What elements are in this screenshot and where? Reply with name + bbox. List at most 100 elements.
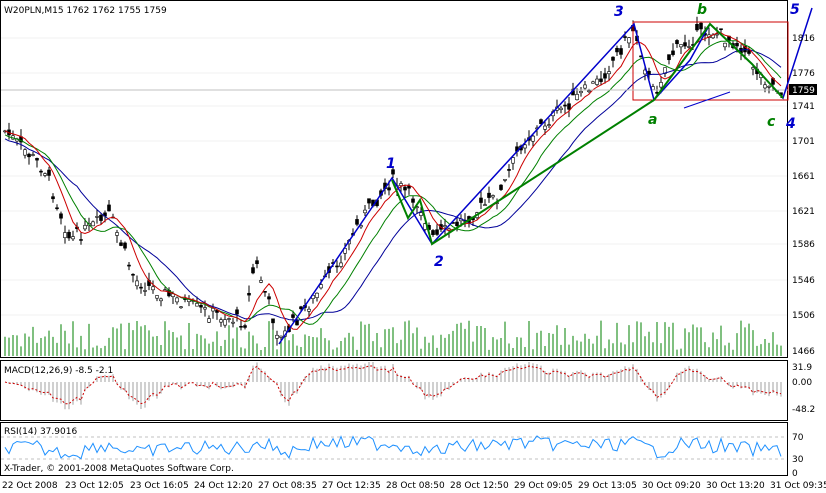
candle-body — [595, 78, 599, 85]
y-tick: 1466 — [792, 347, 815, 357]
main-y-axis: 1816 1776 1741 1701 1661 1621 1586 1546 … — [792, 34, 815, 357]
candle-body — [307, 308, 311, 312]
candle-body — [491, 195, 495, 198]
candle-body — [443, 225, 447, 228]
volume-bars — [4, 320, 782, 356]
price-grid — [1, 37, 787, 316]
candle-body — [39, 170, 43, 173]
candle-body — [223, 319, 227, 326]
candle-body — [675, 40, 679, 45]
candle-body — [723, 42, 727, 48]
candle-body — [531, 135, 535, 142]
macd-panel — [0, 360, 788, 421]
candle-body — [27, 153, 31, 158]
wave-label-c: c — [767, 114, 776, 130]
candle-body — [135, 280, 139, 287]
rsi-panel — [0, 422, 788, 476]
candle-body — [699, 22, 703, 30]
candle-body — [267, 296, 271, 300]
candle-body — [763, 84, 767, 89]
macd-tick: 31.9 — [792, 363, 812, 373]
candle-body — [603, 73, 607, 79]
corrective-wave[interactable] — [391, 22, 784, 246]
candle-body — [563, 104, 567, 107]
candle-body — [543, 125, 547, 130]
candle-body — [623, 36, 627, 38]
candle-body — [399, 183, 403, 186]
wave-label-1: 1 — [386, 156, 396, 172]
wave-label-5: 5 — [790, 2, 800, 18]
candle-body — [295, 319, 299, 326]
wave-label-b: b — [697, 2, 707, 18]
rsi-tick: 70 — [792, 433, 804, 443]
candle-body — [607, 71, 611, 75]
candle-body — [499, 184, 503, 190]
candle-body — [79, 239, 83, 241]
candle-body — [511, 157, 515, 164]
y-tick: 1586 — [792, 240, 815, 250]
candle-body — [291, 314, 295, 318]
candle-body — [431, 230, 435, 235]
candle-body — [55, 207, 59, 210]
candle-body — [391, 169, 395, 175]
candle-body — [155, 295, 159, 299]
candle-body — [131, 273, 135, 276]
candle-body — [259, 280, 263, 283]
candle-body — [587, 90, 591, 93]
rsi-header: RSI(14) 37.9016 — [4, 427, 77, 437]
x-tick: 23 Oct 16:05 — [130, 481, 189, 491]
y-tick: 1741 — [792, 102, 815, 112]
candle-body — [479, 197, 483, 203]
y-tick: 1661 — [792, 172, 815, 182]
ma-fast-line — [4, 32, 782, 330]
candle-body — [363, 209, 367, 214]
candle-body — [107, 204, 111, 212]
candle-body — [575, 94, 579, 101]
candle-body — [579, 91, 583, 94]
candle-body — [231, 321, 235, 324]
candle-body — [343, 248, 347, 254]
candle-body — [407, 185, 411, 189]
candle-body — [667, 54, 671, 61]
candle-body — [255, 260, 259, 265]
candle-body — [31, 154, 35, 156]
candle-body — [435, 229, 439, 235]
candle-body — [547, 124, 551, 126]
wave-label-3: 3 — [614, 4, 624, 20]
y-tick: 1816 — [792, 34, 815, 44]
candle-body — [35, 158, 39, 161]
candle-body — [419, 212, 423, 216]
candle-body — [339, 262, 343, 267]
candle-body — [455, 221, 459, 227]
y-tick: 1506 — [792, 311, 815, 321]
candle-body — [735, 42, 739, 47]
candle-body — [203, 307, 207, 310]
candle-body — [63, 232, 67, 238]
candle-body — [715, 33, 719, 36]
candle-body — [247, 292, 251, 296]
x-tick: 24 Oct 12:20 — [194, 481, 253, 491]
x-tick: 27 Oct 12:35 — [322, 481, 381, 491]
y-tick: 1546 — [792, 276, 815, 286]
y-tick: 1701 — [792, 137, 815, 147]
candle-body — [243, 325, 247, 328]
y-tick: 1621 — [792, 207, 815, 217]
candle-body — [175, 297, 179, 303]
candle-body — [315, 292, 319, 298]
correction-box[interactable] — [632, 21, 789, 101]
candle-body — [483, 204, 487, 206]
candle-body — [507, 169, 511, 171]
candle-body — [159, 298, 163, 302]
candle-body — [751, 67, 755, 70]
candle-body — [47, 169, 51, 176]
candle-body — [299, 306, 303, 310]
candle-body — [163, 289, 167, 291]
candle-body — [687, 46, 691, 48]
channel-line[interactable] — [683, 91, 731, 109]
candle-body — [235, 309, 239, 315]
x-tick: 27 Oct 08:35 — [258, 481, 317, 491]
candle-body — [619, 48, 623, 55]
candle-body — [99, 214, 103, 221]
candle-body — [503, 178, 507, 181]
